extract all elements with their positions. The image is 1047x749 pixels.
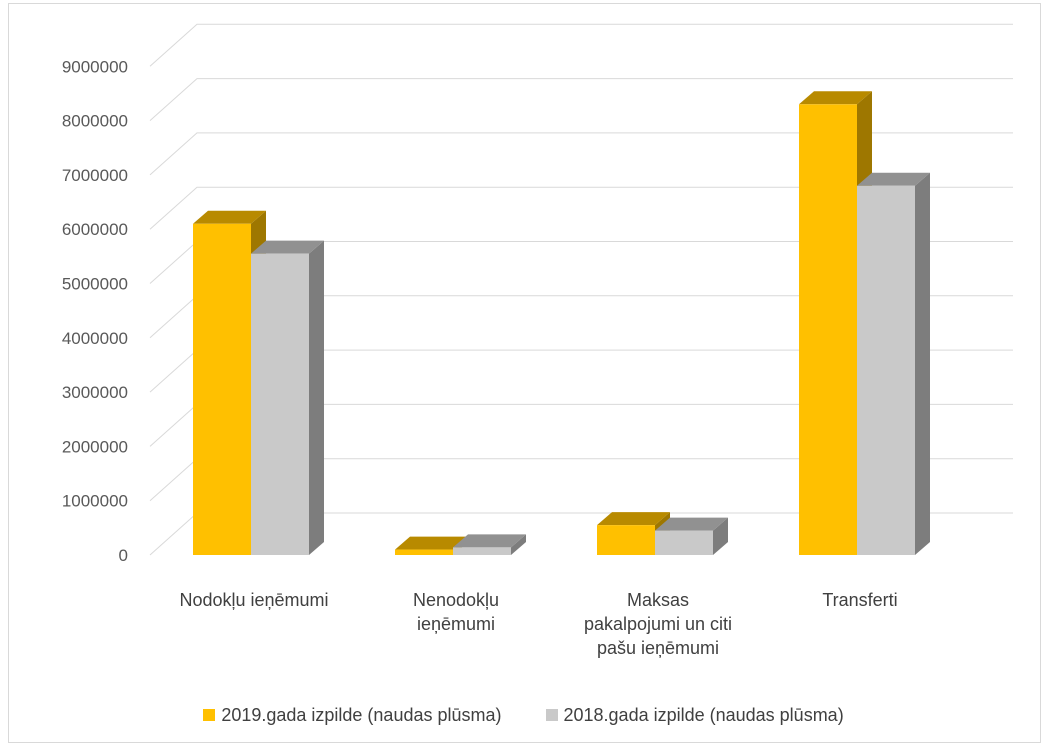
x-category-line: Maksas <box>627 590 689 610</box>
y-tick-label: 8000000 <box>62 112 128 131</box>
bar-front <box>655 530 713 555</box>
y-tick-label: 2000000 <box>62 437 128 456</box>
bar-1-2 <box>655 517 728 555</box>
x-category-line: pakalpojumi un citi <box>584 614 732 634</box>
bar-front <box>799 104 857 555</box>
chart-legend: 2019.gada izpilde (naudas plūsma) 2018.g… <box>0 703 1047 727</box>
legend-item-2019: 2019.gada izpilde (naudas plūsma) <box>203 704 502 726</box>
bar-side <box>713 517 728 555</box>
bar-top <box>857 172 930 186</box>
bar-front <box>251 253 309 555</box>
gridline <box>149 78 1013 121</box>
legend-label-2018: 2018.gada izpilde (naudas plūsma) <box>563 704 844 725</box>
x-category-line: Nodokļu ieņēmumi <box>179 590 328 610</box>
bar-front <box>395 549 453 555</box>
gridline <box>149 132 1013 176</box>
bar-side <box>511 534 526 555</box>
bar-1-3 <box>857 172 930 555</box>
y-tick-label: 4000000 <box>62 329 128 348</box>
legend-swatch-2019 <box>203 709 216 721</box>
y-tick-label: 0 <box>119 546 128 565</box>
x-category-line: Nenodokļu <box>413 590 499 610</box>
bar-front <box>857 185 915 555</box>
bar-top <box>799 91 872 105</box>
gridline <box>149 186 1013 230</box>
bar-front <box>597 525 655 555</box>
x-category-line: pašu ieņēmumi <box>597 638 719 658</box>
y-tick-label: 6000000 <box>62 220 128 239</box>
bar-top <box>453 534 526 548</box>
bar-top <box>193 210 266 224</box>
bar-top <box>395 536 468 550</box>
bar-top <box>655 517 728 531</box>
bar-front <box>453 547 511 555</box>
bar-top <box>597 512 670 526</box>
gridline <box>149 23 1013 67</box>
y-tick-label: 1000000 <box>62 492 128 511</box>
x-category-line: ieņēmumi <box>417 614 495 634</box>
bar-side <box>915 172 930 555</box>
x-category-label: Maksas pakalpojumi un citi pašu ieņēmumi <box>584 590 732 658</box>
x-category-label: Nodokļu ieņēmumi <box>179 590 328 610</box>
x-category-label: Nenodokļu ieņēmumi <box>413 590 499 634</box>
bar-side <box>309 240 324 555</box>
bar-top <box>251 240 324 254</box>
legend-item-2018: 2018.gada izpilde (naudas plūsma) <box>545 704 844 726</box>
y-tick-label: 5000000 <box>62 275 128 294</box>
y-tick-label: 3000000 <box>62 383 128 402</box>
legend-label-2019: 2019.gada izpilde (naudas plūsma) <box>221 704 502 725</box>
y-tick-label: 7000000 <box>62 166 128 185</box>
y-tick-label: 9000000 <box>62 57 128 76</box>
x-category-label: Transferti <box>822 590 897 610</box>
bar-1-0 <box>251 240 324 555</box>
bar-1-1 <box>453 534 526 555</box>
legend-swatch-2018 <box>545 709 558 721</box>
bar-front <box>193 223 251 555</box>
x-category-line: Transferti <box>822 590 897 610</box>
